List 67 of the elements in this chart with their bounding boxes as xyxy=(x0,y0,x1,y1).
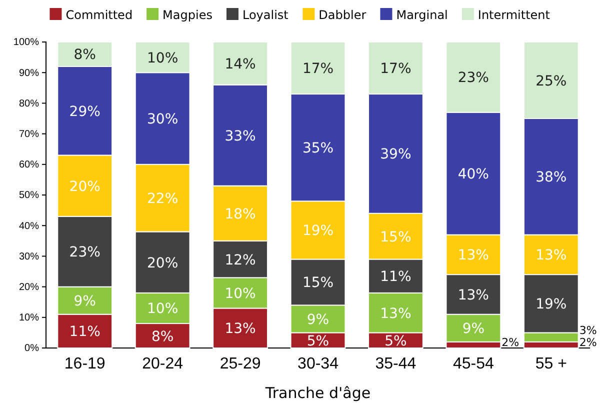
x-tick-label: 55 + xyxy=(535,356,567,373)
data-label: 8% xyxy=(151,328,174,345)
data-label: 30% xyxy=(147,112,178,128)
data-label: 29% xyxy=(69,104,100,120)
y-tick-label: 70% xyxy=(18,129,40,140)
y-tick-label: 30% xyxy=(18,251,40,262)
y-tick-label: 60% xyxy=(18,160,40,171)
y-tick-label: 0% xyxy=(24,343,40,354)
x-tick-label: 45-54 xyxy=(452,356,494,373)
data-label: 13% xyxy=(458,248,489,264)
data-label: 13% xyxy=(536,248,567,264)
data-label: 9% xyxy=(462,321,485,338)
data-label: 40% xyxy=(458,166,489,183)
data-label: 39% xyxy=(380,146,412,163)
data-label: 2% xyxy=(579,336,597,349)
y-tick-label: 100% xyxy=(13,37,40,48)
data-label: 35% xyxy=(302,140,334,157)
data-label: 19% xyxy=(536,296,567,313)
y-tick-label: 10% xyxy=(18,312,40,324)
data-label: 15% xyxy=(302,275,334,292)
data-label: 9% xyxy=(74,294,96,310)
x-tick-label: 35-44 xyxy=(375,356,416,373)
data-label: 11% xyxy=(69,324,100,340)
data-label: 13% xyxy=(380,306,412,322)
y-tick-label: 40% xyxy=(18,220,40,232)
y-tick-label: 80% xyxy=(18,98,40,110)
data-label: 17% xyxy=(302,61,334,78)
x-tick-label: 30-34 xyxy=(298,356,339,373)
data-label: 5% xyxy=(384,333,407,350)
y-tick-label: 50% xyxy=(18,190,40,202)
data-label: 20% xyxy=(69,178,100,195)
data-label: 5% xyxy=(306,333,330,350)
data-label: 25% xyxy=(536,73,567,90)
data-label: 19% xyxy=(302,223,334,240)
data-label: 20% xyxy=(147,255,178,272)
x-axis-title: Tranche d'âge xyxy=(264,384,371,402)
data-label: 33% xyxy=(224,128,256,144)
data-label: 12% xyxy=(224,252,256,268)
data-label: 18% xyxy=(224,206,256,222)
data-label: 22% xyxy=(147,191,178,208)
data-label: 23% xyxy=(69,244,100,261)
legend-label: Intermittent xyxy=(478,8,550,22)
legend-label: Committed xyxy=(66,8,133,22)
data-label: 14% xyxy=(224,56,256,72)
data-label: 9% xyxy=(306,312,330,328)
data-label: 23% xyxy=(458,70,489,86)
x-tick-label: 16-19 xyxy=(64,356,106,373)
data-label: 10% xyxy=(224,286,256,302)
data-label: 38% xyxy=(536,170,567,186)
y-tick-label: 20% xyxy=(18,282,40,293)
y-tick-label: 90% xyxy=(18,68,40,79)
legend-label: Magpies xyxy=(162,8,212,22)
data-label: 13% xyxy=(224,321,256,338)
x-tick-label: 20-24 xyxy=(142,356,184,373)
data-label: 2% xyxy=(502,336,520,349)
data-label: 13% xyxy=(458,287,489,304)
data-label: 3% xyxy=(579,324,597,337)
legend-label: Loyalist xyxy=(242,8,289,22)
data-label: 10% xyxy=(147,301,178,318)
x-tick-label: 25-29 xyxy=(220,356,261,373)
data-label: 15% xyxy=(380,229,412,246)
legend-label: Dabbler xyxy=(318,8,366,22)
data-label: 8% xyxy=(74,47,96,64)
data-label: 10% xyxy=(147,50,178,66)
data-label: 17% xyxy=(380,61,412,78)
legend-label: Marginal xyxy=(396,8,448,22)
data-label: 11% xyxy=(380,269,412,286)
